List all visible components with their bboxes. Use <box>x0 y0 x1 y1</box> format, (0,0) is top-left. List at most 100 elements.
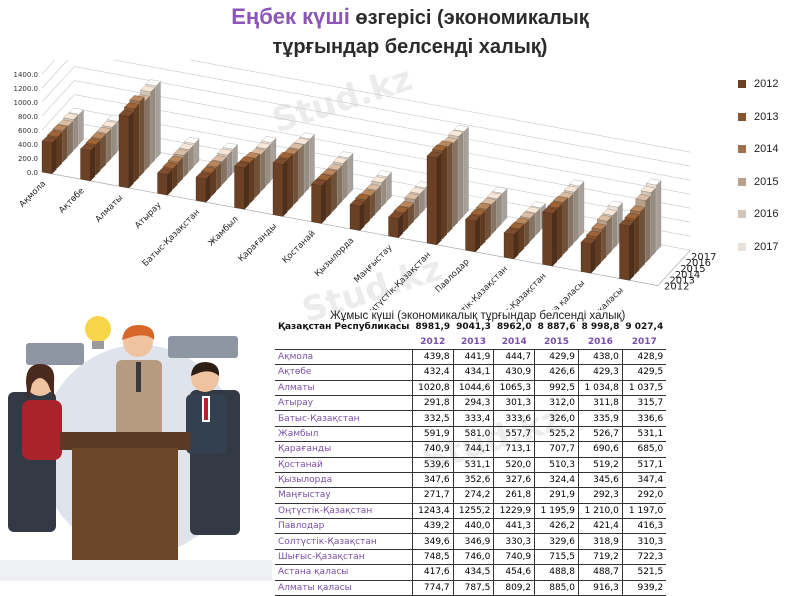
table-row: Алматы 1020,8 1044,6 1065,3 992,5 1 034,8 1 03… <box>275 380 667 396</box>
value-cell: 520,0 <box>493 457 535 473</box>
table-row: Батыс-Қазақстан 332,5 333,4 333,6 326,0 335,9… <box>275 410 667 427</box>
legend-item: 2013 <box>738 101 798 134</box>
legend-item: 2016 <box>738 198 798 231</box>
bar-chart-3d: 0.0 200.0 400.0 600.0 800.0 1000.0 1200.0 1400.… <box>14 60 716 310</box>
value-cell: 426,2 <box>534 518 579 535</box>
value-cell: 428,9 <box>621 349 667 366</box>
table-row: Қызылорда 347,6 352,6 327,6 324,4 345,6 347,4 <box>275 472 667 489</box>
value-cell: 347,6 <box>411 472 454 489</box>
total-value: 8 998,8 <box>581 322 620 333</box>
depth-tick-label: 2012 <box>664 282 689 293</box>
value-cell: 318,9 <box>577 533 623 550</box>
value-cell: 525,2 <box>534 426 579 443</box>
y-tick-label: 600.0 <box>18 127 38 135</box>
value-cell: 510,3 <box>534 457 579 473</box>
region-cell: Маңғыстау <box>275 487 413 504</box>
bar-2012 <box>503 228 519 260</box>
legend-swatch <box>738 80 746 89</box>
legend-item: 2015 <box>738 166 798 199</box>
value-cell: 690,6 <box>577 441 623 458</box>
table-row: Ақтөбе 432,4 434,1 430,9 426,6 429,3 429,5 <box>275 364 667 381</box>
value-cell: 349,6 <box>411 533 454 550</box>
depth-tick-label: 2016 <box>686 258 711 269</box>
value-cell: 488,8 <box>534 564 579 581</box>
value-cell: 685,0 <box>621 441 667 458</box>
person-middle-hair <box>122 324 155 340</box>
total-value: 8962,0 <box>496 322 532 333</box>
value-cell: 519,2 <box>577 457 623 473</box>
bar-2012 <box>311 179 327 224</box>
depth-tick-label: 2015 <box>680 264 705 275</box>
speech-bubble-right <box>168 336 238 358</box>
value-cell: 809,2 <box>493 580 535 596</box>
value-cell: 787,5 <box>452 580 494 596</box>
table-row: Жамбыл 591,9 581,0 557,7 525,2 526,7 531,1 <box>275 426 667 443</box>
total-value: 9041,3 <box>456 322 491 333</box>
total-label: Қазақстан Республикасы <box>278 322 410 333</box>
x-tick-label: Атырау <box>133 200 163 230</box>
speech-bubble-left <box>26 343 84 365</box>
year-header: 2017 <box>622 334 667 350</box>
table-row: Қостанай 539,6 531,1 520,0 510,3 519,2 517,1 <box>275 457 667 473</box>
region-cell: Қызылорда <box>275 472 413 489</box>
year-header: 2014 <box>493 334 535 350</box>
x-tick-label: Павлодар <box>434 257 472 295</box>
y-tick-label: 200.0 <box>18 155 38 163</box>
value-cell: 429,9 <box>534 349 579 366</box>
business-meeting-illustration <box>0 316 272 581</box>
y-tick-label: 0.0 <box>27 169 38 177</box>
value-cell: 441,3 <box>493 518 535 535</box>
value-cell: 312,0 <box>534 395 579 412</box>
x-tick-label: Қызылорда <box>313 236 356 279</box>
bar-2012 <box>118 110 134 189</box>
value-cell: 916,3 <box>577 580 623 596</box>
value-cell: 441,9 <box>452 349 494 366</box>
value-cell: 531,1 <box>621 426 667 443</box>
gridline <box>112 60 691 167</box>
gridline <box>74 94 691 209</box>
value-cell: 1 034,8 <box>577 380 623 396</box>
region-cell: Солтүстік-Қазақстан <box>275 533 413 550</box>
value-cell: 539,6 <box>411 457 454 473</box>
value-cell: 315,7 <box>621 395 667 412</box>
y-tick-label: 1000.0 <box>14 99 39 107</box>
value-cell: 439,2 <box>411 518 454 535</box>
year-header: 2013 <box>453 334 494 350</box>
total-value: 9 027,4 <box>625 322 664 333</box>
value-cell: 885,0 <box>534 580 579 596</box>
bar-2012 <box>41 136 57 175</box>
total-value: 8981,9 <box>415 322 451 333</box>
x-tick-label: Жамбыл <box>207 215 241 249</box>
value-cell: 531,1 <box>452 457 494 473</box>
value-cell: 1020,8 <box>411 380 454 396</box>
region-cell: Батыс-Қазақстан <box>275 410 413 427</box>
value-cell: 421,4 <box>577 518 623 535</box>
legend-item: 2012 <box>738 68 798 101</box>
x-tick-label: Алматы <box>94 193 125 224</box>
x-tick-label: Қостанай <box>281 229 318 266</box>
lightbulb-icon <box>85 316 111 342</box>
person-right-hair <box>191 362 220 376</box>
value-cell: 310,3 <box>621 533 667 550</box>
value-cell: 713,1 <box>493 441 535 458</box>
person-left-body <box>22 400 62 460</box>
value-cell: 715,5 <box>534 549 579 566</box>
value-cell: 292,3 <box>577 487 623 504</box>
gridline-side <box>41 60 69 89</box>
gridline-side <box>41 66 75 103</box>
value-cell: 774,7 <box>411 580 454 596</box>
value-cell: 744,1 <box>452 441 494 458</box>
region-cell: Ақмола <box>275 349 413 366</box>
lightbulb-base <box>92 341 104 349</box>
value-cell: 440,0 <box>452 518 494 535</box>
legend-label: 2012 <box>754 78 779 91</box>
value-cell: 416,3 <box>621 518 667 535</box>
value-cell: 444,7 <box>493 349 535 366</box>
value-cell: 526,7 <box>577 426 623 443</box>
legend-label: 2016 <box>754 208 779 221</box>
legend-label: 2013 <box>754 110 779 123</box>
value-cell: 335,9 <box>577 410 623 427</box>
gridline-side <box>41 80 75 117</box>
table-row: Ақмола 439,8 441,9 444,7 429,9 438,0 428,9 <box>275 349 667 366</box>
year-header: 2012 <box>412 334 454 350</box>
